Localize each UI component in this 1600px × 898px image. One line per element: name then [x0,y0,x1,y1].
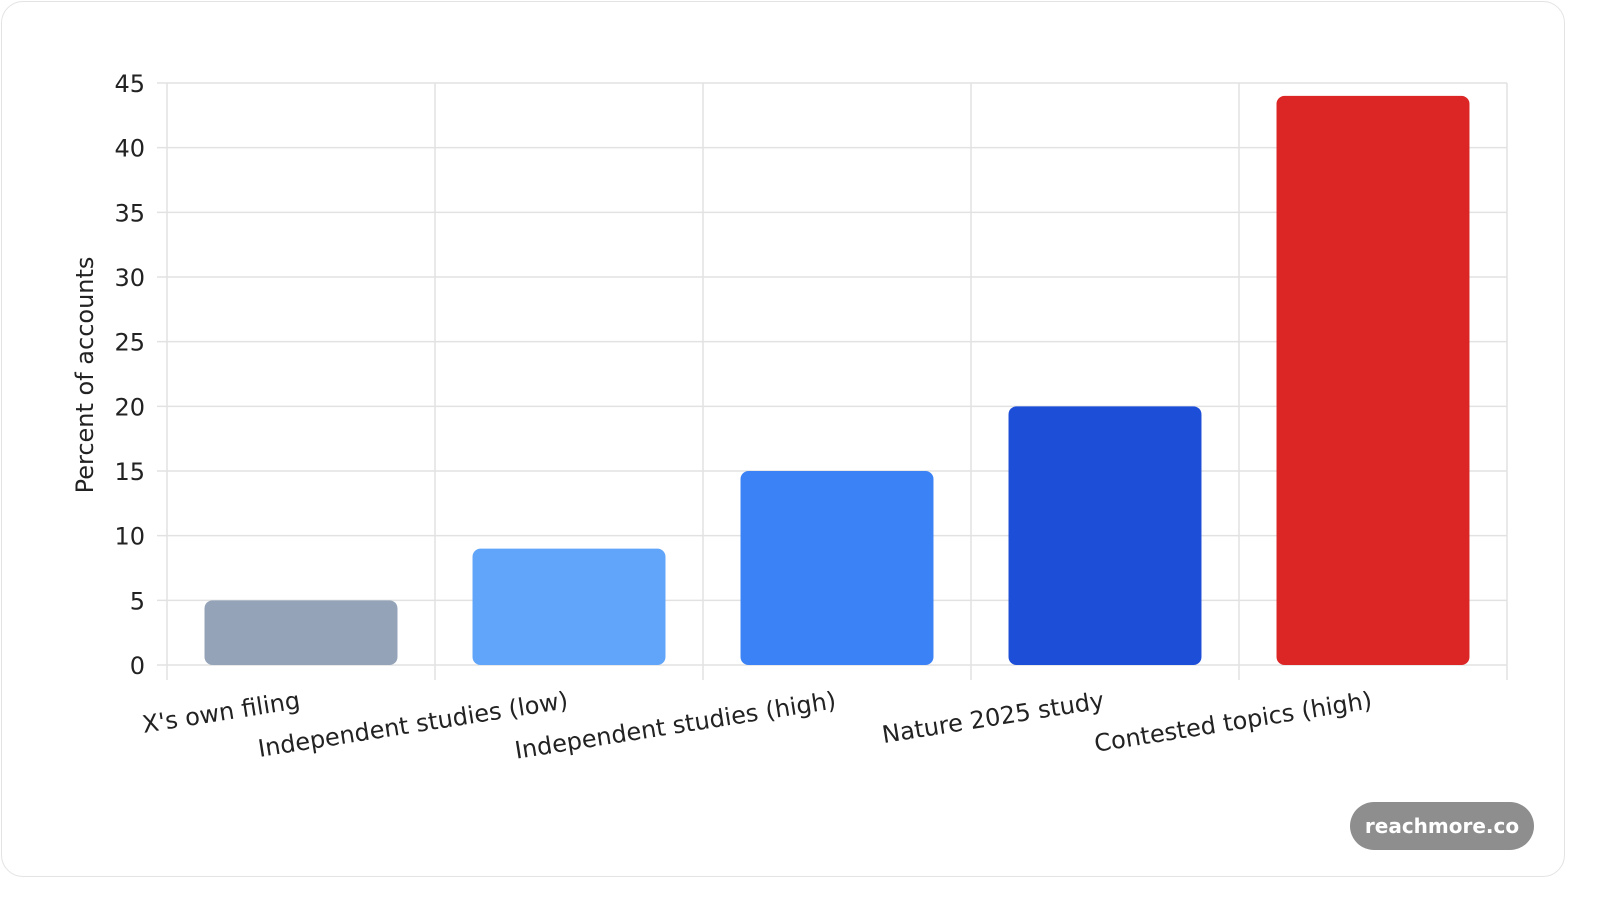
y-axis-ticks: 0 5 10 15 20 25 30 35 40 45 [114,70,145,680]
x-category-label: Nature 2025 study [880,686,1106,749]
bars [204,95,1470,665]
bar [204,600,398,665]
y-tick-label: 25 [114,329,145,357]
y-tick-label: 5 [130,587,145,615]
y-tick-label: 15 [114,458,145,486]
watermark-badge: reachmore.co [1350,802,1534,850]
bar [740,471,934,665]
y-tick-label: 40 [114,135,145,163]
y-tick-label: 10 [114,523,145,551]
bar [1008,406,1202,665]
y-tick-label: 0 [130,652,145,680]
y-axis-title: Percent of accounts [71,257,99,494]
y-tick-label: 35 [114,199,145,227]
bar [472,548,666,665]
y-tick-label: 20 [114,393,145,421]
x-category-label: Contested topics (high) [1092,686,1374,758]
y-tick-label: 30 [114,264,145,292]
bar [1276,95,1470,665]
y-tick-label: 45 [114,70,145,98]
